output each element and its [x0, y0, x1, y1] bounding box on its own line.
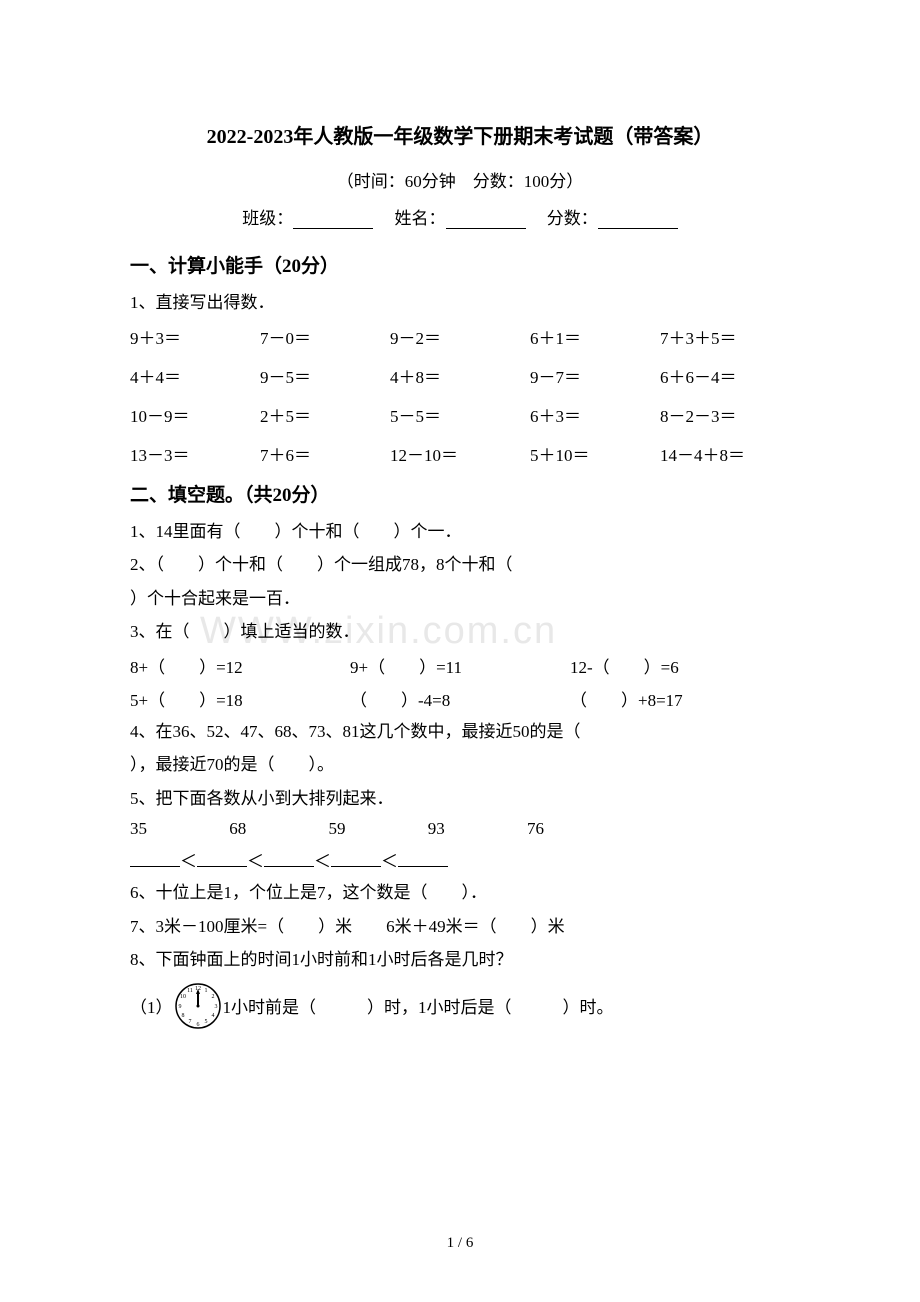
exam-title: 2022-2023年人教版一年级数学下册期末考试题（带答案）	[130, 120, 790, 149]
sort-numbers: 35 68 59 93 76	[130, 819, 790, 839]
svg-text:7: 7	[188, 1019, 191, 1025]
section-1-q1-label: 1、直接写出得数．	[130, 290, 790, 316]
fill-row-1: 8+（ ）=12 9+（ ）=11 12-（ ）=6	[130, 653, 790, 678]
q2-7: 7、3米－100厘米=（ ）米 6米＋49米＝（ ）米	[130, 914, 790, 940]
q2-8-item: （1） 12 1 2 3 4 5 6 7 8 9 10 11 1小时前是（ ）	[130, 981, 790, 1031]
sort-num: 93	[428, 819, 523, 839]
item-number: （1）	[130, 993, 173, 1018]
sort-num: 35	[130, 819, 225, 839]
class-blank	[293, 211, 373, 229]
calc-cell: 2＋5＝	[260, 402, 390, 427]
q2-4a: 4、在36、52、47、68、73、81这几个数中，最接近50的是（	[130, 719, 790, 745]
svg-text:6: 6	[196, 1022, 199, 1028]
calc-cell: 13－3＝	[130, 441, 260, 466]
sort-blank	[197, 851, 247, 867]
page-number: 1 / 6	[0, 1235, 920, 1252]
document-content: 2022-2023年人教版一年级数学下册期末考试题（带答案） （时间：60分钟 …	[130, 120, 790, 1031]
q2-2b: ）个十合起来是一百．	[130, 586, 790, 612]
fill-cell: 8+（ ）=12	[130, 653, 350, 678]
sort-blank	[331, 851, 381, 867]
calc-cell: 4＋8＝	[390, 363, 530, 388]
sort-num: 68	[229, 819, 324, 839]
q2-2a: 2、（ ）个十和（ ）个一组成78，8个十和（	[130, 552, 790, 578]
svg-text:11: 11	[187, 988, 193, 994]
calc-row-2: 4＋4＝ 9－5＝ 4＋8＝ 9－7＝ 6＋6－4＝	[130, 363, 790, 388]
svg-text:4: 4	[211, 1013, 214, 1019]
calc-cell: 5＋10＝	[530, 441, 660, 466]
q2-4b: ），最接近70的是（ ）。	[130, 752, 790, 778]
q2-8-text: 1小时前是（ ）时，1小时后是（ ）时。	[223, 993, 614, 1018]
q2-5-label: 5、把下面各数从小到大排列起来．	[130, 786, 790, 812]
calc-cell: 14－4＋8＝	[660, 441, 790, 466]
sort-num: 59	[329, 819, 424, 839]
svg-text:3: 3	[214, 1004, 217, 1010]
q2-6: 6、十位上是1，个位上是7，这个数是（ ）．	[130, 880, 790, 906]
sort-blanks: ＜＜＜＜	[130, 847, 790, 872]
calc-cell: 6＋6－4＝	[660, 363, 790, 388]
sort-blank	[130, 851, 180, 867]
clock-icon: 12 1 2 3 4 5 6 7 8 9 10 11	[173, 981, 223, 1031]
calc-cell: 9＋3＝	[130, 324, 260, 349]
calc-cell: 5－5＝	[390, 402, 530, 427]
fill-cell: 12-（ ）=6	[570, 653, 790, 678]
calc-cell: 7＋3＋5＝	[660, 324, 790, 349]
calc-row-4: 13－3＝ 7＋6＝ 12－10＝ 5＋10＝ 14－4＋8＝	[130, 441, 790, 466]
name-label: 姓名：	[395, 209, 446, 228]
calc-cell: 12－10＝	[390, 441, 530, 466]
section-2-heading: 二、填空题。（共20分）	[130, 480, 790, 507]
section-1-heading: 一、计算小能手（20分）	[130, 251, 790, 278]
fill-cell: 9+（ ）=11	[350, 653, 570, 678]
calc-cell: 9－7＝	[530, 363, 660, 388]
fill-cell: （ ）-4=8	[350, 686, 570, 711]
sort-blank	[264, 851, 314, 867]
calc-cell: 6＋1＝	[530, 324, 660, 349]
calc-cell: 9－2＝	[390, 324, 530, 349]
svg-text:1: 1	[204, 988, 207, 994]
calc-cell: 10－9＝	[130, 402, 260, 427]
calc-cell: 9－5＝	[260, 363, 390, 388]
svg-text:2: 2	[211, 994, 214, 1000]
fill-row-2: 5+（ ）=18 （ ）-4=8 （ ）+8=17	[130, 686, 790, 711]
class-label: 班级：	[242, 209, 293, 228]
svg-text:9: 9	[178, 1004, 181, 1010]
calc-cell: 6＋3＝	[530, 402, 660, 427]
calc-cell: 7－0＝	[260, 324, 390, 349]
sort-num: 76	[527, 819, 622, 839]
q2-3-label: 3、在（ ）填上适当的数．	[130, 619, 790, 645]
fill-cell: （ ）+8=17	[570, 686, 790, 711]
calc-cell: 8－2－3＝	[660, 402, 790, 427]
score-label: 分数：	[547, 209, 598, 228]
calc-row-1: 9＋3＝ 7－0＝ 9－2＝ 6＋1＝ 7＋3＋5＝	[130, 324, 790, 349]
q2-1: 1、14里面有（ ）个十和（ ）个一．	[130, 519, 790, 545]
svg-text:8: 8	[181, 1013, 184, 1019]
student-info-line: 班级： 姓名： 分数：	[130, 204, 790, 229]
name-blank	[446, 211, 526, 229]
calc-cell: 7＋6＝	[260, 441, 390, 466]
score-blank	[598, 211, 678, 229]
sort-blank	[398, 851, 448, 867]
svg-text:10: 10	[180, 994, 186, 1000]
fill-cell: 5+（ ）=18	[130, 686, 350, 711]
exam-subtitle: （时间：60分钟 分数：100分）	[130, 167, 790, 192]
calc-cell: 4＋4＝	[130, 363, 260, 388]
svg-text:5: 5	[204, 1019, 207, 1025]
q2-8-label: 8、下面钟面上的时间1小时前和1小时后各是几时？	[130, 947, 790, 973]
calc-row-3: 10－9＝ 2＋5＝ 5－5＝ 6＋3＝ 8－2－3＝	[130, 402, 790, 427]
